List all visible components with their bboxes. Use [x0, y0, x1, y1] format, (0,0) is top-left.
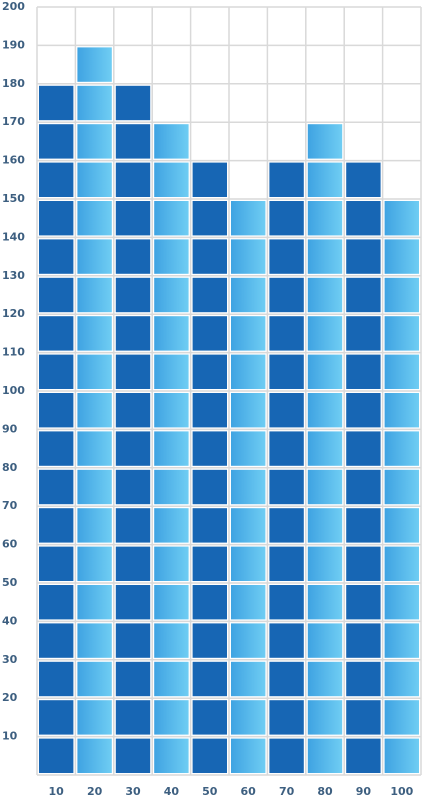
- x-tick-label: 40: [164, 785, 180, 798]
- bar: [382, 199, 421, 775]
- y-tick-label: 180: [2, 77, 25, 90]
- y-tick-label: 50: [2, 576, 18, 589]
- bar: [152, 122, 191, 775]
- y-tick-label: 170: [2, 115, 25, 128]
- y-tick-label: 120: [2, 307, 25, 320]
- y-tick-label: 20: [2, 691, 18, 704]
- x-tick-label: 20: [87, 785, 103, 798]
- bar: [113, 83, 153, 776]
- y-tick-label: 70: [2, 499, 18, 512]
- y-tick-label: 150: [2, 192, 25, 205]
- x-tick-label: 90: [356, 785, 372, 798]
- y-tick-label: 160: [2, 154, 25, 167]
- y-tick-label: 190: [2, 38, 25, 51]
- bar: [344, 160, 383, 776]
- bar: [37, 83, 76, 776]
- y-tick-label: 200: [2, 0, 25, 13]
- y-tick-label: 130: [2, 269, 25, 282]
- bar: [305, 122, 345, 775]
- y-tick-label: 60: [2, 538, 18, 551]
- x-tick-label: 50: [202, 785, 218, 798]
- y-tick-label: 30: [2, 653, 18, 666]
- y-tick-label: 40: [2, 614, 18, 627]
- bar: [229, 199, 268, 775]
- x-tick-label: 70: [279, 785, 295, 798]
- x-tick-label: 80: [317, 785, 333, 798]
- y-tick-label: 140: [2, 230, 25, 243]
- y-tick-label: 100: [2, 384, 25, 397]
- y-tick-label: 110: [2, 346, 25, 359]
- y-tick-label: 90: [2, 422, 18, 435]
- x-tick-label: 100: [390, 785, 413, 798]
- x-tick-label: 30: [125, 785, 141, 798]
- bar: [75, 45, 114, 775]
- y-tick-label: 10: [2, 730, 18, 743]
- x-tick-label: 60: [241, 785, 257, 798]
- bar: [267, 160, 306, 776]
- bar: [190, 160, 229, 776]
- y-tick-label: 80: [2, 461, 18, 474]
- x-tick-label: 10: [49, 785, 65, 798]
